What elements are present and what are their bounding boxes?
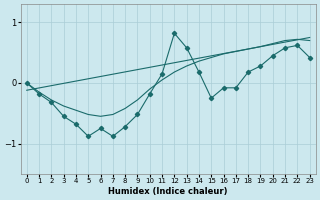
X-axis label: Humidex (Indice chaleur): Humidex (Indice chaleur): [108, 187, 228, 196]
